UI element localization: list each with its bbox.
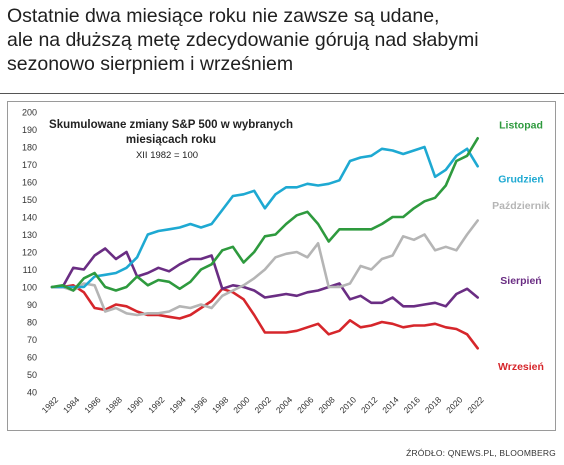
chart-subtitle: XII 1982 = 100 [136,150,198,161]
series-label: Wrzesień [498,361,544,373]
series-label: Grudzień [498,174,544,186]
x-tick-label: 1988 [104,394,125,415]
x-tick-label: 2004 [274,394,295,415]
y-tick-label: 150 [22,195,37,205]
y-tick-label: 190 [22,125,37,135]
x-tick-label: 1992 [146,394,167,415]
x-tick-label: 1994 [167,394,188,415]
x-tick-label: 2000 [231,394,252,415]
source-note: ŹRÓDŁO: QNEWS.PL, BLOOMBERG [406,448,556,458]
x-tick-label: 1986 [82,394,103,415]
series-line-grudzien [50,145,480,289]
headline: Ostatnie dwa miesiące roku nie zawsze są… [7,4,557,76]
headline-divider [0,93,564,94]
headline-line-2: ale na dłuższą metę zdecydowanie górują … [7,29,479,51]
y-tick-label: 80 [27,318,37,328]
x-tick-label: 2012 [359,394,380,415]
chart-title-line-1: Skumulowane zmiany S&P 500 w wybranych [49,119,293,131]
series-label: Sierpień [500,275,541,287]
series-line-wrzesien [50,284,480,350]
series-line-sierpien [50,247,480,308]
x-tick-label: 1996 [189,394,210,415]
x-tick-label: 1990 [125,394,146,415]
y-tick-label: 200 [22,108,37,118]
y-tick-label: 60 [27,353,37,363]
y-tick-label: 130 [22,230,37,240]
x-tick-label: 2022 [465,394,486,415]
y-tick-label: 100 [22,283,37,293]
chart-frame [7,101,556,431]
series-label: Listopad [499,119,543,131]
y-tick-label: 50 [27,370,37,380]
x-tick-label: 2008 [316,394,337,415]
series-line-pazdziernik [50,219,480,317]
y-tick-label: 90 [27,300,37,310]
x-tick-label: 2002 [253,394,274,415]
x-tick-label: 2020 [444,394,465,415]
x-tick-label: 2010 [338,394,359,415]
headline-line-3: sezonowo sierpniem i wrześniem [7,53,294,75]
x-tick-label: 1998 [210,394,231,415]
y-tick-label: 140 [22,213,37,223]
y-tick-label: 170 [22,160,37,170]
x-tick-label: 2014 [380,394,401,415]
series-line-listopad [50,136,480,292]
x-tick-label: 1982 [40,394,61,415]
x-tick-label: 1984 [61,394,82,415]
y-tick-label: 180 [22,143,37,153]
line-chart: Skumulowane zmiany S&P 500 w wybranych m… [22,108,550,416]
headline-line-1: Ostatnie dwa miesiące roku nie zawsze są… [7,5,440,27]
y-tick-label: 110 [23,265,37,275]
y-tick-label: 160 [22,178,37,188]
y-tick-label: 40 [27,388,37,398]
y-tick-label: 70 [27,335,37,345]
x-tick-label: 2016 [402,394,423,415]
series-label: Październik [492,200,550,212]
x-tick-label: 2018 [423,394,444,415]
y-tick-label: 120 [22,248,37,258]
chart-title-line-2: miesiącach roku [126,134,216,146]
x-tick-label: 2006 [295,394,316,415]
